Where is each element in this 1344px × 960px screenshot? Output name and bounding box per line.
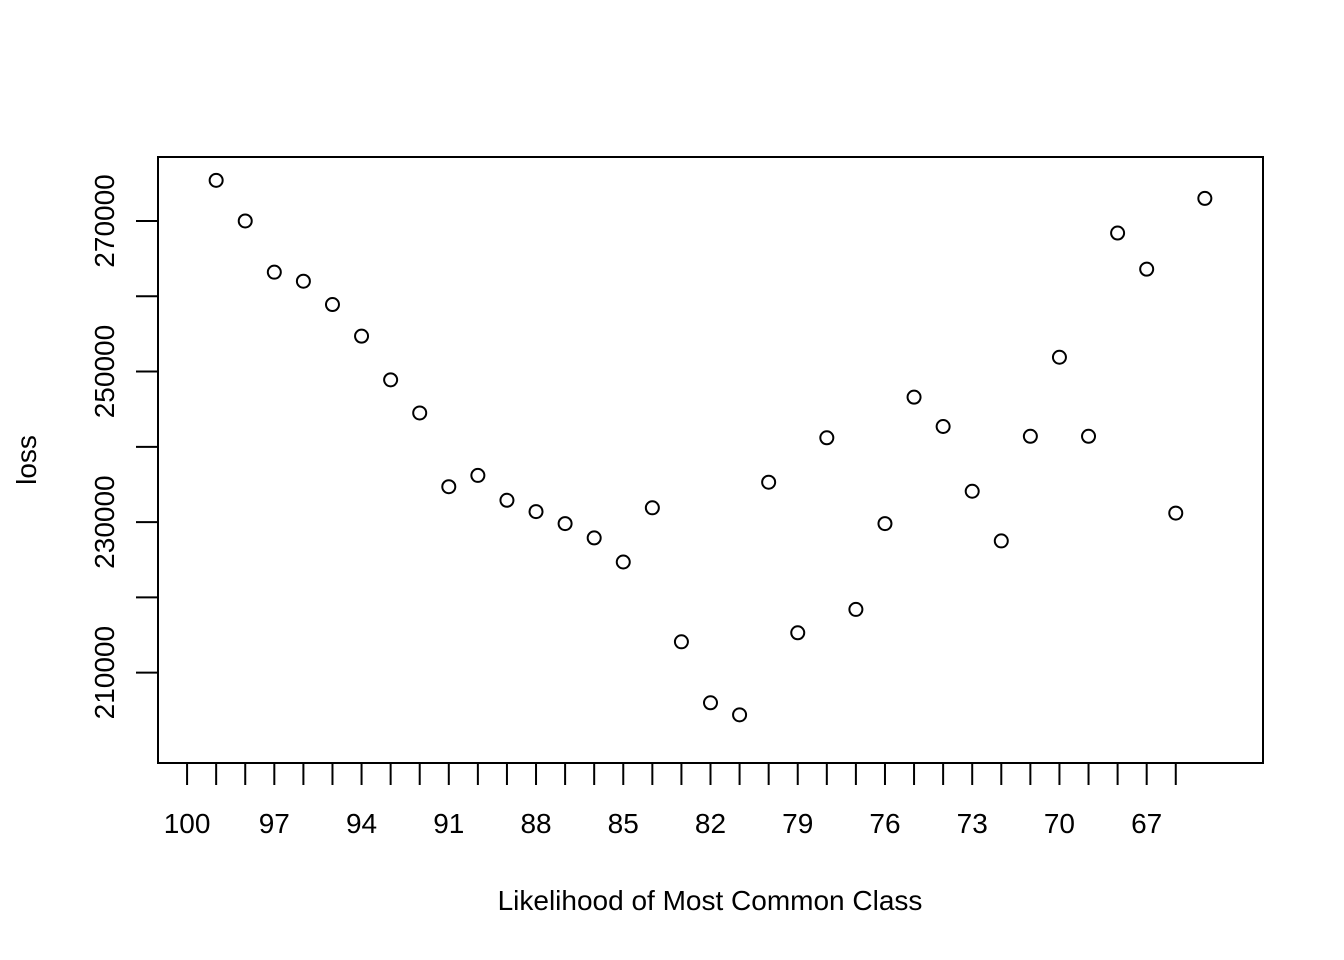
y-tick-label: 230000	[89, 475, 120, 568]
x-axis-label: Likelihood of Most Common Class	[498, 885, 923, 916]
x-tick-label: 100	[164, 808, 211, 839]
data-point	[1139, 261, 1155, 277]
data-point	[295, 273, 311, 289]
data-point	[964, 483, 980, 499]
data-point	[324, 297, 340, 313]
data-point	[644, 500, 660, 516]
x-tick-label: 79	[782, 808, 813, 839]
data-point	[615, 554, 631, 570]
data-point	[441, 479, 457, 495]
data-point	[906, 389, 922, 405]
x-tick-label: 91	[433, 808, 464, 839]
x-tick-label: 67	[1131, 808, 1162, 839]
x-axis: 100 97 94 91 88 85 82 79 76 73 70 67	[164, 762, 1177, 839]
data-point	[586, 530, 602, 546]
data-point	[848, 601, 864, 617]
data-point	[935, 419, 951, 435]
data-point	[557, 516, 573, 532]
y-axis: 210000 230000 250000 270000	[89, 174, 159, 719]
data-point	[1022, 428, 1038, 444]
data-point	[470, 467, 486, 483]
data-point	[383, 372, 399, 388]
y-axis-label: loss	[11, 435, 42, 485]
data-point	[790, 625, 806, 641]
data-point	[354, 328, 370, 344]
x-tick-label: 85	[608, 808, 639, 839]
x-tick-label: 88	[520, 808, 551, 839]
data-point	[1197, 190, 1213, 206]
x-tick-label: 94	[346, 808, 377, 839]
x-tick-label: 82	[695, 808, 726, 839]
data-point	[528, 504, 544, 520]
data-point	[412, 405, 428, 421]
data-point	[993, 533, 1009, 549]
data-point	[499, 492, 515, 508]
data-point	[1110, 225, 1126, 241]
data-point	[877, 516, 893, 532]
data-point	[673, 634, 689, 650]
data-point	[1081, 428, 1097, 444]
data-point	[237, 213, 253, 229]
x-tick-label: 97	[259, 808, 290, 839]
data-point	[1168, 505, 1184, 521]
data-point	[703, 695, 718, 711]
y-tick-label: 210000	[89, 626, 120, 719]
data-point	[819, 430, 835, 446]
x-tick-label: 76	[869, 808, 900, 839]
data-point	[732, 707, 748, 723]
x-tick-label: 73	[957, 808, 988, 839]
data-point	[266, 264, 282, 280]
plot-frame	[157, 156, 1264, 764]
data-points	[208, 172, 1213, 723]
x-tick-label: 70	[1044, 808, 1075, 839]
data-point	[1051, 349, 1067, 365]
y-tick-label: 250000	[89, 325, 120, 418]
y-tick-label: 270000	[89, 174, 120, 267]
data-point	[761, 474, 777, 490]
data-point	[208, 172, 224, 188]
